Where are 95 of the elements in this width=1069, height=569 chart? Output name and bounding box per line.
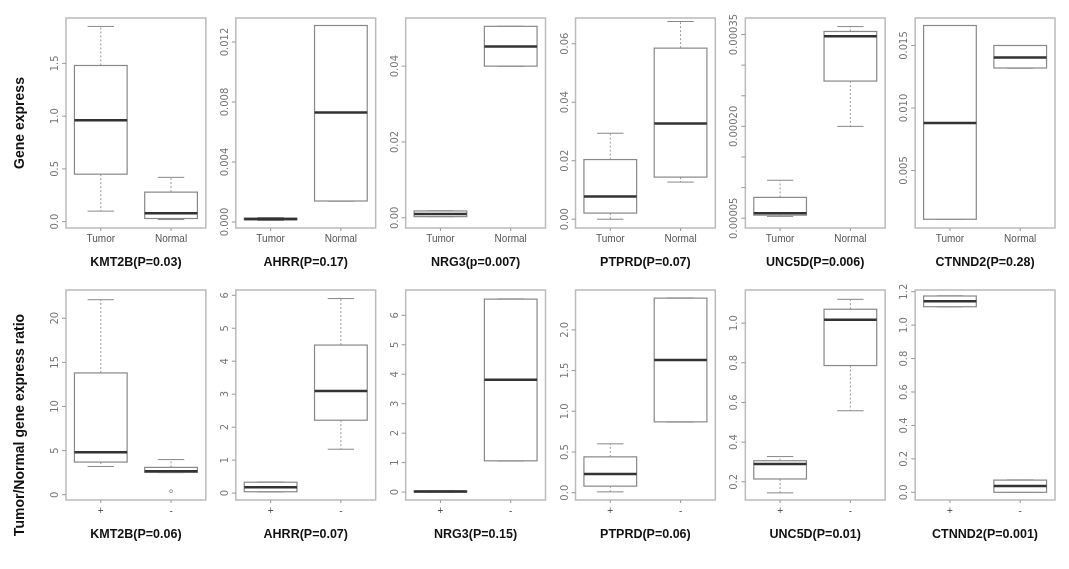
x-tick-label: - xyxy=(1018,505,1022,516)
x-axis-title: PTPRD(P=0.06) xyxy=(600,527,691,541)
x-tick-label: - xyxy=(339,505,343,516)
y-axis-title: Tumor/Normal gene express ratio xyxy=(11,313,27,537)
x-axis-title: KMT2B(P=0.03) xyxy=(90,255,182,269)
x-tick-label: + xyxy=(97,505,104,516)
y-tick-label: 0.015 xyxy=(898,31,910,60)
y-tick-label: 3 xyxy=(388,400,400,407)
x-tick-label: Tumor xyxy=(426,233,456,244)
x-axis-title: CTNND2(P=0.001) xyxy=(932,527,1039,541)
y-tick-label: 0.6 xyxy=(898,384,910,400)
y-tick-label: 0.00020 xyxy=(728,105,740,148)
y-tick-label: 0 xyxy=(388,488,400,496)
y-tick-label: 1.0 xyxy=(728,315,740,332)
y-tick-label: 1.2 xyxy=(898,283,910,300)
y-tick-label: 2 xyxy=(388,429,400,437)
y-tick-label: 3 xyxy=(218,390,230,398)
x-tick-label: - xyxy=(848,505,853,516)
y-tick-label: 2 xyxy=(218,423,230,431)
x-tick-label: + xyxy=(437,505,444,516)
x-tick-label: Tumor xyxy=(256,233,286,244)
y-tick-label: 0.8 xyxy=(898,350,910,367)
y-tick-label: 0.010 xyxy=(898,93,910,123)
y-tick-label: 1.5 xyxy=(558,362,570,379)
y-tick-label: 1.0 xyxy=(49,108,60,125)
x-axis-title: AHRR(P=0.17) xyxy=(263,255,348,269)
x-axis-title: KMT2B(P=0.06) xyxy=(90,527,182,541)
y-tick-label: 1.0 xyxy=(558,403,570,420)
x-axis-title: NRG3(P=0.15) xyxy=(434,527,518,541)
y-tick-label: 0.00 xyxy=(558,208,570,231)
y-tick-label: 0.4 xyxy=(728,434,740,451)
y-tick-label: 6 xyxy=(218,292,230,299)
y-tick-label: 5 xyxy=(218,325,230,332)
y-tick-label: 0.5 xyxy=(49,160,60,177)
x-axis-title: NRG3(p=0.007) xyxy=(430,255,521,269)
y-tick-label: 0.0 xyxy=(49,213,60,230)
y-tick-label: 0.04 xyxy=(388,55,400,78)
y-tick-label: 0.00005 xyxy=(728,197,740,239)
x-tick-label: - xyxy=(169,505,173,516)
x-tick-label: + xyxy=(607,505,614,516)
y-tick-label: 20 xyxy=(49,311,60,325)
x-tick-label: Normal xyxy=(324,233,357,244)
y-tick-label: 4 xyxy=(388,371,400,378)
x-tick-label: Tumor xyxy=(596,233,626,244)
x-tick-label: Normal xyxy=(494,233,527,244)
y-tick-label: 0.5 xyxy=(558,444,570,460)
y-tick-label: 0.02 xyxy=(388,130,400,154)
x-axis-title: UNC5D(P=0.006) xyxy=(766,255,865,269)
y-tick-label: 1.5 xyxy=(49,55,60,72)
y-tick-label: 4 xyxy=(218,358,230,365)
y-tick-label: 0.0 xyxy=(558,484,570,501)
y-tick-label: 0.000 xyxy=(218,207,230,237)
y-tick-label: 0.02 xyxy=(558,149,570,172)
y-tick-label: 0.2 xyxy=(728,473,740,490)
y-axis-title: Gene express xyxy=(11,76,27,169)
y-tick-label: 6 xyxy=(388,312,400,319)
y-tick-label: 0.00 xyxy=(388,206,400,229)
y-tick-label: 1.0 xyxy=(898,317,910,334)
x-tick-label: Normal xyxy=(834,233,867,244)
x-axis-title: PTPRD(P=0.07) xyxy=(600,255,691,269)
y-tick-label: 1 xyxy=(218,456,230,464)
y-tick-label: 10 xyxy=(49,400,60,413)
y-tick-label: 0.004 xyxy=(218,147,230,177)
x-axis-title: CTNND2(P=0.28) xyxy=(935,255,1035,269)
y-tick-label: 0.8 xyxy=(728,354,740,371)
x-tick-label: Normal xyxy=(664,233,697,244)
x-tick-label: + xyxy=(947,505,954,516)
y-tick-label: 1 xyxy=(388,459,400,466)
y-tick-label: 0.06 xyxy=(558,32,570,55)
y-tick-label: 0.6 xyxy=(728,394,740,411)
x-tick-label: - xyxy=(678,505,683,516)
x-axis-title: AHRR(P=0.07) xyxy=(263,527,348,541)
y-tick-label: 0.4 xyxy=(898,417,910,434)
y-tick-label: 5 xyxy=(388,341,400,348)
x-tick-label: + xyxy=(267,505,274,516)
y-tick-label: 0.2 xyxy=(898,450,910,467)
y-tick-label: 5 xyxy=(49,447,60,454)
y-tick-label: 0.005 xyxy=(898,156,910,185)
y-tick-label: 0.04 xyxy=(558,91,570,114)
x-tick-label: Tumor xyxy=(935,233,965,244)
y-tick-label: 15 xyxy=(49,355,60,369)
x-tick-label: Tumor xyxy=(86,233,116,244)
y-tick-label: 0.0 xyxy=(898,484,910,501)
x-tick-label: Normal xyxy=(154,233,188,244)
y-tick-label: 0.012 xyxy=(218,27,230,57)
x-tick-label: Tumor xyxy=(765,233,796,244)
x-tick-label: Normal xyxy=(1004,233,1037,244)
x-axis-title: UNC5D(P=0.01) xyxy=(769,527,861,541)
y-tick-label: 2.0 xyxy=(558,321,570,338)
y-tick-label: 0.008 xyxy=(218,87,230,117)
x-tick-label: + xyxy=(777,505,784,516)
y-tick-label: 0.00035 xyxy=(728,13,740,56)
y-tick-label: 0 xyxy=(49,491,60,498)
x-tick-label: - xyxy=(509,505,513,516)
y-tick-label: 0 xyxy=(218,489,230,497)
